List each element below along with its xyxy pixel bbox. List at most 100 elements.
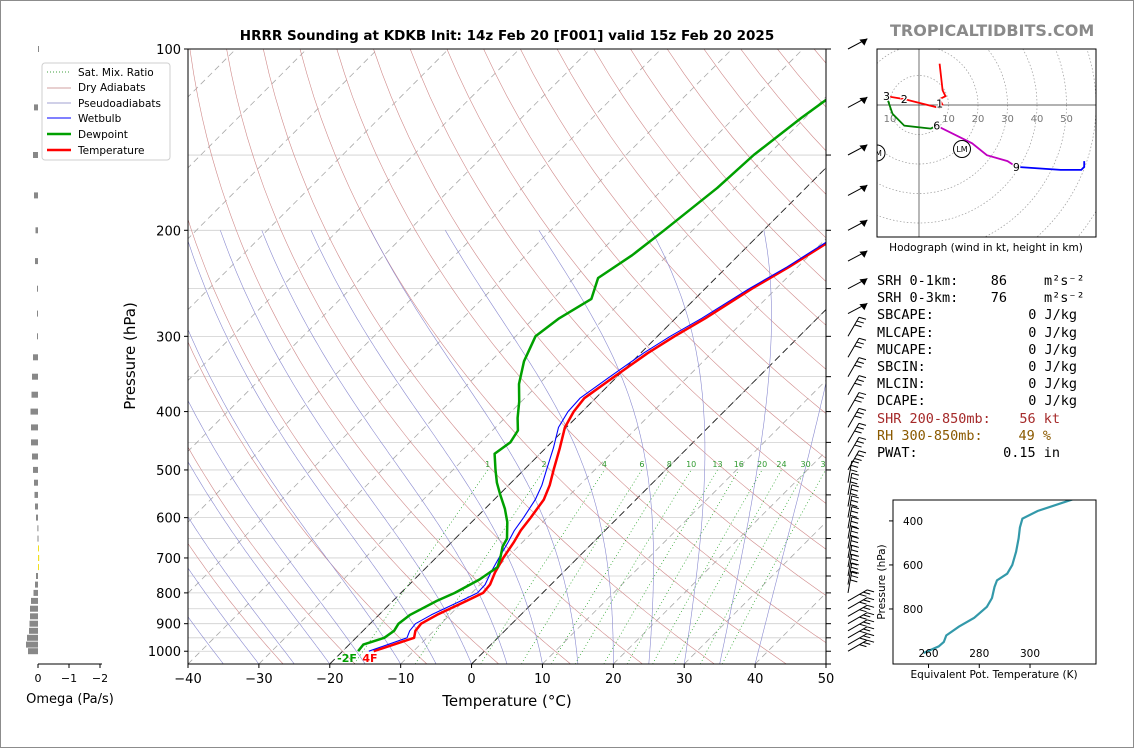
omega-tick-2: −2 bbox=[92, 672, 108, 685]
x-tick-label: −30 bbox=[245, 672, 272, 687]
omega-bar bbox=[35, 503, 38, 510]
omega-tick-1: −1 bbox=[61, 672, 77, 685]
x-tick-label: 10 bbox=[534, 672, 551, 687]
mixing-ratio-line bbox=[721, 469, 826, 664]
omega-bar bbox=[31, 597, 38, 604]
x-tick-label: 0 bbox=[467, 672, 475, 687]
wind-barb bbox=[847, 619, 875, 632]
isotherm bbox=[188, 49, 449, 311]
mixing-ratio-line bbox=[521, 469, 643, 664]
mixing-ratio-line bbox=[603, 469, 718, 664]
mixing-ratio-label: 13 bbox=[712, 460, 722, 469]
legend-pseudoadiabats: Pseudoadiabats bbox=[78, 98, 161, 110]
x-tick-label: −20 bbox=[316, 672, 343, 687]
stat-row-srh1: SRH 0-1km: 86 m²s⁻² bbox=[877, 273, 1085, 289]
hodograph-height-marker: 3 bbox=[883, 90, 890, 103]
isotherm bbox=[188, 49, 520, 382]
pseudoadiabat bbox=[719, 230, 772, 664]
omega-bar bbox=[29, 620, 38, 627]
y-tick-label: 900 bbox=[156, 618, 181, 633]
pseudoadiabat bbox=[188, 616, 224, 664]
pseudoadiabat bbox=[310, 230, 543, 664]
mixing-ratio-line bbox=[626, 469, 740, 664]
pseudoadiabat bbox=[188, 461, 331, 664]
skewt-xlabel: Temperature (°C) bbox=[441, 692, 571, 710]
wind-barb bbox=[847, 612, 875, 625]
storm-motion-rm bbox=[877, 144, 886, 162]
wind-barb bbox=[847, 460, 859, 483]
dry-adiabat bbox=[188, 341, 428, 664]
legend-sat-mix-ratio: Sat. Mix. Ratio bbox=[78, 67, 154, 79]
y-tick-label: 700 bbox=[156, 552, 181, 567]
dry-adiabat bbox=[336, 49, 826, 644]
isotherm bbox=[188, 49, 662, 523]
omega-bar bbox=[34, 192, 38, 199]
hodograph-box bbox=[876, 48, 1097, 238]
wind-barb bbox=[847, 184, 868, 196]
omega-bar bbox=[26, 641, 38, 648]
omega-bar bbox=[37, 333, 38, 340]
omega-bar bbox=[29, 627, 38, 634]
pseudoadiabat bbox=[188, 399, 366, 664]
dry-adiabat bbox=[409, 49, 826, 550]
pseudoadiabat bbox=[188, 663, 189, 664]
wind-barb bbox=[847, 436, 867, 457]
omega-bar bbox=[37, 310, 38, 317]
pseudoadiabat bbox=[370, 230, 579, 664]
omega-panel: 0 −1 −2 Omega (Pa/s) bbox=[26, 46, 114, 707]
pseudoadiabat bbox=[220, 230, 472, 664]
wind-barb bbox=[847, 506, 859, 529]
theta-x-tick-label: 260 bbox=[919, 648, 939, 660]
pseudoadiabat bbox=[445, 230, 614, 664]
legend-dry-adiabats: Dry Adiabats bbox=[78, 82, 146, 94]
hodograph-panel: 10 10 20 30 40 50 3 2 1 6 9 RM LM Hodograph (wind i… bbox=[870, 48, 1097, 254]
omega-bar bbox=[36, 514, 38, 521]
stat-row-mucape: MUCAPE: 0 J/kg bbox=[877, 341, 1077, 358]
wind-barb bbox=[847, 597, 875, 610]
omega-bar bbox=[31, 439, 38, 446]
wind-barb bbox=[847, 422, 867, 443]
omega-bar bbox=[38, 564, 39, 571]
hodograph-height-marker: 6 bbox=[933, 120, 940, 133]
stat-row-rh: RH 300-850mb: 49 % bbox=[877, 427, 1051, 444]
omega-bar bbox=[33, 589, 38, 596]
omega-bar bbox=[33, 354, 38, 361]
mixing-ratio-label: 8 bbox=[667, 460, 672, 469]
dry-adiabat bbox=[188, 218, 499, 664]
storm-motion-lm bbox=[953, 140, 971, 158]
wind-barb bbox=[847, 337, 867, 358]
wind-barb bbox=[847, 604, 875, 617]
pseudoadiabat bbox=[651, 230, 706, 664]
isotherm bbox=[258, 96, 826, 664]
omega-bar bbox=[34, 479, 38, 486]
theta-e-xlabel: Equivalent Pot. Temperature (K) bbox=[910, 669, 1077, 681]
surface-temperature-label: 4F bbox=[362, 652, 377, 665]
y-tick-label: 600 bbox=[156, 512, 181, 527]
hodograph-height-marker: 9 bbox=[1013, 161, 1020, 174]
x-tick-label: 50 bbox=[818, 672, 835, 687]
wind-barb bbox=[847, 570, 859, 593]
freezing-isotherm bbox=[329, 167, 826, 664]
mixing-ratio-label: 24 bbox=[776, 460, 786, 469]
wind-barb bbox=[847, 375, 867, 395]
wind-barb bbox=[847, 450, 867, 471]
wind-barb bbox=[847, 639, 875, 652]
theta-x-tick-label: 300 bbox=[1020, 648, 1040, 660]
storm-motion-rm-label: RM bbox=[870, 149, 882, 158]
y-tick-label: 1000 bbox=[148, 645, 181, 660]
wind-barb bbox=[847, 407, 867, 428]
dry-adiabat bbox=[189, 49, 571, 664]
omega-bar bbox=[35, 258, 38, 265]
stat-row-srh3: SRH 0-3km: 76 m²s⁻² bbox=[877, 290, 1085, 307]
omega-bar bbox=[30, 605, 38, 612]
omega-bar bbox=[35, 581, 38, 588]
omega-bar bbox=[38, 555, 40, 561]
isotherm bbox=[188, 49, 378, 240]
mixing-ratio-label: 1 bbox=[485, 460, 490, 469]
hodograph-ring-label: 50 bbox=[1060, 114, 1073, 125]
theta-x-tick-label: 280 bbox=[969, 648, 989, 660]
pseudoadiabat bbox=[188, 240, 437, 664]
wind-barb bbox=[847, 357, 867, 377]
hodograph-ring-label: 40 bbox=[1031, 114, 1044, 125]
